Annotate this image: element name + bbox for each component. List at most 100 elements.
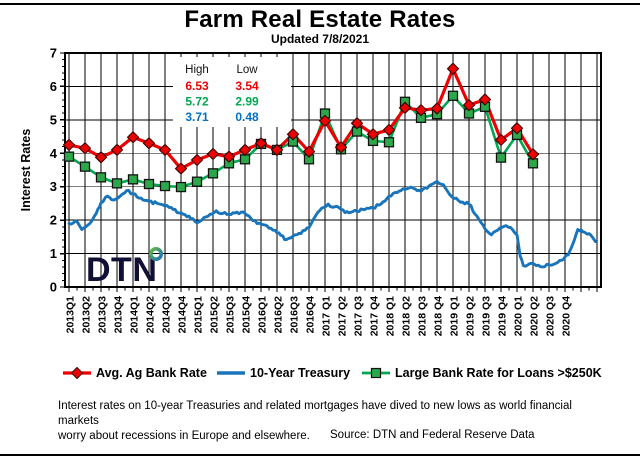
x-tick-label: 2020 Q4 bbox=[561, 296, 573, 336]
square-marker bbox=[383, 137, 395, 148]
high-low-table: High Low 6.53 3.54 5.72 2.99 3.71 0.48 bbox=[173, 57, 291, 127]
square-marker bbox=[191, 176, 203, 187]
diamond-marker bbox=[366, 127, 380, 141]
x-tick-label: 2015Q3 bbox=[225, 296, 237, 334]
blue-line-icon bbox=[217, 371, 245, 375]
diamond-marker bbox=[382, 123, 396, 137]
high-value: 5.72 bbox=[185, 95, 209, 109]
square-marker bbox=[63, 151, 75, 162]
x-axis bbox=[68, 287, 598, 292]
footer-note-line2: worry about recessions in Europe and els… bbox=[58, 430, 310, 442]
y-axis-title: Interest Rates bbox=[19, 129, 33, 212]
diamond-marker bbox=[494, 133, 508, 147]
x-tick-label: 2014Q1 bbox=[129, 296, 141, 334]
x-tick-label: 2018 Q2 bbox=[401, 296, 413, 336]
y-tick-label: 2 bbox=[50, 213, 57, 228]
top-rule bbox=[0, 3, 640, 5]
square-marker bbox=[495, 152, 507, 163]
diamond-marker bbox=[94, 151, 108, 164]
square-marker bbox=[143, 178, 155, 190]
square-marker bbox=[447, 90, 459, 101]
legend-label-large-bank: Large Bank Rate for Loans >$250K bbox=[395, 366, 602, 380]
square-marker bbox=[175, 181, 187, 193]
diamond-marker bbox=[206, 147, 220, 161]
y-tick-label: 7 bbox=[50, 48, 57, 60]
diamond-marker bbox=[526, 148, 540, 161]
diamond-marker bbox=[510, 121, 524, 135]
chart-legend: Avg. Ag Bank Rate 10-Year Treasury Large… bbox=[0, 364, 640, 382]
farm-rates-chart: 0 1 2 3 4 5 6 7 Interest Rates 2013Q1 2013Q2 2013Q3… bbox=[19, 48, 602, 336]
diamond-marker bbox=[334, 140, 348, 154]
square-marker bbox=[127, 174, 139, 185]
diamond-marker bbox=[110, 143, 124, 157]
x-tick-label: 2015Q1 bbox=[193, 296, 205, 334]
y-tick-label: 5 bbox=[50, 112, 57, 127]
x-tick-label: 2015Q4 bbox=[241, 296, 253, 334]
low-value: 3.54 bbox=[235, 79, 259, 93]
high-header: High bbox=[185, 64, 209, 76]
diamond-marker bbox=[270, 143, 284, 157]
square-marker bbox=[159, 180, 171, 192]
diamond-marker bbox=[158, 143, 172, 157]
x-tick-label: 2018 Q4 bbox=[433, 296, 445, 336]
x-tick-label: 2013Q3 bbox=[97, 296, 109, 334]
diamond-marker bbox=[318, 114, 332, 128]
x-tick-label: 2016Q1 bbox=[257, 296, 269, 334]
x-tick-label: 2014Q2 bbox=[145, 296, 157, 334]
diamond-marker bbox=[174, 162, 188, 175]
x-tick-label: 2019 Q1 bbox=[449, 296, 461, 336]
diamond-marker bbox=[78, 141, 92, 155]
x-tick-label: 2016Q2 bbox=[273, 296, 285, 334]
x-axis-labels: 2013Q1 2013Q2 2013Q3 2013Q4 2014Q1 2014Q2 2014… bbox=[65, 296, 573, 336]
diamond-marker bbox=[302, 145, 316, 158]
legend-item-treasury: 10-Year Treasury bbox=[216, 364, 350, 382]
square-marker bbox=[111, 178, 123, 189]
diamond-marker bbox=[478, 93, 492, 106]
x-tick-label: 2018 Q3 bbox=[417, 296, 429, 336]
dtn-logo: DTN bbox=[86, 247, 164, 289]
red-diamond-line-icon bbox=[63, 366, 91, 380]
x-tick-label: 2020 Q3 bbox=[545, 296, 557, 336]
high-value: 3.71 bbox=[185, 110, 209, 124]
x-tick-label: 2020 Q2 bbox=[529, 296, 541, 336]
diamond-marker bbox=[414, 103, 428, 117]
high-value: 6.53 bbox=[185, 79, 209, 93]
diamond-marker bbox=[462, 98, 476, 112]
dtn-logo-text: DTN bbox=[86, 251, 157, 289]
diamond-marker bbox=[126, 130, 140, 144]
low-value: 2.99 bbox=[235, 95, 259, 109]
x-tick-label: 2019 Q4 bbox=[497, 296, 509, 336]
page-title: Farm Real Estate Rates bbox=[184, 6, 456, 33]
treasury-line bbox=[67, 179, 597, 269]
legend-item-ag-bank-rate: Avg. Ag Bank Rate bbox=[62, 364, 207, 382]
footer-note: Interest rates on 10-year Treasuries and… bbox=[58, 399, 598, 444]
x-tick-label: 2014Q3 bbox=[161, 296, 173, 334]
low-header: Low bbox=[236, 64, 258, 76]
square-marker bbox=[79, 161, 91, 172]
y-tick-label: 0 bbox=[50, 280, 57, 295]
diamond-marker bbox=[222, 150, 236, 163]
square-marker bbox=[207, 168, 219, 179]
x-tick-label: 2013Q2 bbox=[81, 296, 93, 334]
diamond-marker bbox=[62, 138, 76, 152]
y-tick-label: 1 bbox=[50, 246, 57, 261]
footer-note-line1: Interest rates on 10-year Treasuries and… bbox=[58, 400, 572, 427]
diamond-marker bbox=[446, 62, 460, 75]
y-tick-label: 3 bbox=[50, 179, 57, 194]
x-tick-label: 2017 Q3 bbox=[353, 296, 365, 336]
x-tick-label: 2016Q4 bbox=[305, 296, 317, 334]
x-tick-label: 2015Q2 bbox=[209, 296, 221, 334]
dtn-logo-ring bbox=[149, 247, 164, 262]
ag-bank-line bbox=[68, 67, 535, 171]
legend-item-large-bank: Large Bank Rate for Loans >$250K bbox=[361, 364, 602, 382]
y-tick-label: 4 bbox=[50, 146, 58, 161]
bottom-rule bbox=[0, 454, 640, 456]
x-tick-label: 2013Q4 bbox=[113, 296, 125, 334]
legend-label-treasury: 10-Year Treasury bbox=[250, 366, 351, 380]
diamond-marker bbox=[254, 136, 268, 150]
x-tick-label: 2020 Q1 bbox=[513, 296, 525, 336]
diamond-marker bbox=[286, 127, 300, 141]
x-tick-label: 2018 Q1 bbox=[385, 296, 397, 336]
x-tick-label: 2017 Q2 bbox=[337, 296, 349, 336]
